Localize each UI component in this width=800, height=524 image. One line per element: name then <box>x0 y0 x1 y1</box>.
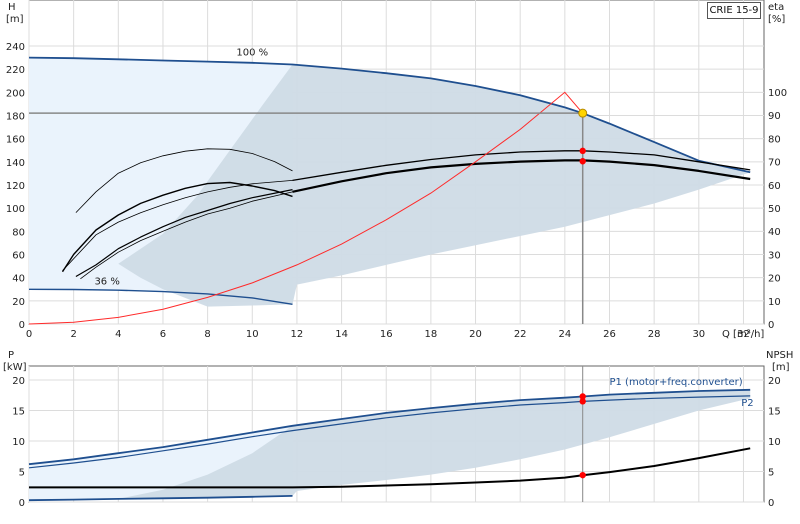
H-small-curve-a <box>62 180 293 271</box>
bottom-operating-marker <box>579 471 586 479</box>
bottom-operating-marker <box>579 393 586 400</box>
p-tick-label: 5 <box>19 468 25 479</box>
y-right-tick-label: 30 <box>768 250 781 261</box>
NPSH-curve <box>29 447 751 489</box>
p-tick-label: 0 <box>19 498 25 509</box>
npsh-tick-label: 0 <box>768 498 774 509</box>
NPSH-axis-unit: [m] <box>772 362 790 373</box>
x-tick-label: 10 <box>246 329 259 340</box>
P-min-curve <box>28 495 293 502</box>
y-left-tick-label: 120 <box>6 181 25 192</box>
x-tick-label: 28 <box>648 329 661 340</box>
y-right-tick-label: 0 <box>768 320 774 331</box>
bottom-region-dark <box>118 389 751 499</box>
npsh-tick-label: 10 <box>768 437 781 448</box>
x-tick-label: 16 <box>380 329 393 340</box>
npsh-tick-label: 5 <box>768 468 774 479</box>
x-tick-label: 12 <box>291 329 304 340</box>
x-tick-label: 32 <box>737 329 750 340</box>
y-left-tick-label: 240 <box>6 42 25 53</box>
y-right-tick-label: 20 <box>768 274 781 285</box>
eta-small-curve-b <box>61 181 293 273</box>
bottom-operating-marker <box>579 398 586 405</box>
y-right-tick-label: 50 <box>768 204 781 215</box>
operating-marker-H <box>579 147 586 155</box>
P1-curve <box>28 388 751 466</box>
eta-small-curve-a <box>75 148 293 213</box>
legend-P1: P1 (motor+freq.converter) <box>609 377 742 388</box>
x-tick-label: 4 <box>115 329 121 340</box>
H-duty-curve <box>292 150 751 182</box>
y-right-tick-label: 40 <box>768 227 781 238</box>
y-right-tick-label: 90 <box>768 111 781 122</box>
npsh-tick-label: 15 <box>768 407 781 418</box>
y-right-tick-label: 60 <box>768 181 781 192</box>
eta-duty-curve <box>292 159 751 193</box>
y-left-tick-label: 160 <box>6 135 25 146</box>
y-left-tick-label: 100 <box>6 204 25 215</box>
x-tick-label: 0 <box>26 329 32 340</box>
operating-marker-eta <box>579 158 586 165</box>
y-right-tick-label: 10 <box>768 297 781 308</box>
x-axis-label: Q [m³/h] <box>722 329 764 340</box>
system-curve <box>28 91 584 325</box>
x-tick-label: 2 <box>70 329 76 340</box>
legend-P2: P2 <box>741 398 753 409</box>
x-tick-label: 20 <box>469 329 482 340</box>
y-left-tick-label: 140 <box>6 158 25 169</box>
x-tick-label: 18 <box>425 329 438 340</box>
speed-label-36: 36 % <box>94 277 119 288</box>
y-left-tick-label: 20 <box>12 297 25 308</box>
y-right-tick-label: 80 <box>768 134 781 145</box>
y-left-tick-label: 200 <box>6 88 25 99</box>
P-axis-unit: [kW] <box>3 362 27 373</box>
H-small-curve-b <box>80 191 293 280</box>
p-tick-label: 15 <box>12 407 25 418</box>
npsh-tick-label: 20 <box>768 376 781 387</box>
model-label: CRIE 15-9 <box>707 2 761 19</box>
p-tick-label: 10 <box>12 437 25 448</box>
eta-axis-unit: [%] <box>768 14 785 25</box>
y-left-tick-label: 80 <box>12 227 25 238</box>
x-tick-label: 8 <box>204 329 210 340</box>
H-small-curve-c <box>75 189 293 278</box>
H-axis-title: H <box>8 2 16 13</box>
top-region-dark <box>118 64 751 307</box>
x-tick-label: 26 <box>603 329 616 340</box>
p-tick-label: 20 <box>12 376 25 387</box>
eta-axis-title: eta <box>768 2 784 13</box>
H-max-curve <box>28 56 751 174</box>
NPSH-axis-title: NPSH <box>766 350 793 361</box>
P-axis-title: P <box>8 350 14 361</box>
y-left-tick-label: 220 <box>6 65 25 76</box>
y-left-tick-label: 40 <box>12 274 25 285</box>
H-axis-unit: [m] <box>6 14 24 25</box>
x-tick-label: 24 <box>558 329 571 340</box>
x-tick-label: 22 <box>514 329 527 340</box>
x-tick-label: 6 <box>160 329 166 340</box>
y-left-tick-label: 180 <box>6 112 25 123</box>
y-right-tick-label: 100 <box>768 88 787 99</box>
y-left-tick-label: 0 <box>19 320 25 331</box>
speed-label-100: 100 % <box>236 47 268 58</box>
operating-point <box>578 108 588 118</box>
y-left-tick-label: 60 <box>12 251 25 262</box>
H-min-curve <box>28 288 293 305</box>
P2-curve <box>28 395 751 469</box>
y-right-tick-label: 70 <box>768 158 781 169</box>
x-tick-label: 30 <box>692 329 705 340</box>
x-tick-label: 14 <box>335 329 348 340</box>
